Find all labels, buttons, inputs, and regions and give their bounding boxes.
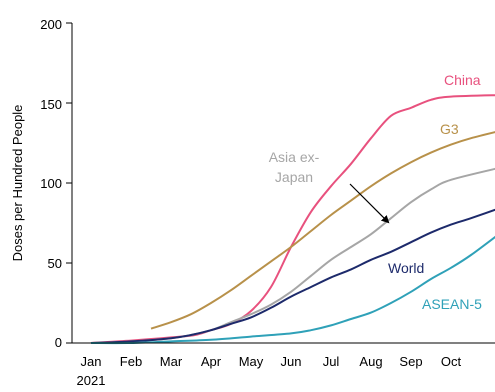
x-tick-label: Jun bbox=[281, 354, 302, 369]
asean-5-label: ASEAN-5 bbox=[422, 296, 482, 312]
x-tick-label: Apr bbox=[201, 354, 222, 369]
series-line-world bbox=[90, 208, 495, 344]
x-year-label: 2021 bbox=[77, 373, 106, 388]
china-label: China bbox=[444, 72, 481, 88]
x-tick-label: Mar bbox=[160, 354, 183, 369]
x-tick-label: Jul bbox=[323, 354, 340, 369]
y-tick-label: 200 bbox=[40, 17, 62, 32]
series-line-asia-ex-japan bbox=[90, 167, 495, 344]
asia-ex-japan-arrow bbox=[349, 183, 390, 224]
y-tick-marks bbox=[66, 22, 72, 344]
y-tick-label: 0 bbox=[55, 335, 62, 350]
x-tick-label: Feb bbox=[120, 354, 142, 369]
x-tick-labels: Jan Feb Mar Apr May Jun Jul Aug Sep Oct … bbox=[77, 354, 462, 388]
series-line-asean-5 bbox=[90, 235, 495, 345]
series-lines bbox=[90, 94, 495, 345]
x-tick-label: Oct bbox=[441, 354, 462, 369]
x-tick-label: Aug bbox=[359, 354, 382, 369]
y-tick-label: 150 bbox=[40, 97, 62, 112]
asia-ex-japan-label-line2: Japan bbox=[275, 169, 313, 185]
x-tick-label: May bbox=[239, 354, 264, 369]
y-tick-label: 100 bbox=[40, 176, 62, 191]
y-axis-label: Doses per Hundred People bbox=[10, 105, 25, 262]
x-tick-label: Sep bbox=[399, 354, 422, 369]
series-annotations: China G3 Asia ex- Japan World ASEAN-5 bbox=[269, 72, 482, 312]
y-tick-label: 50 bbox=[48, 256, 62, 271]
series-line-g3 bbox=[150, 131, 495, 330]
y-tick-labels: 0 50 100 150 200 bbox=[40, 17, 62, 350]
g3-label: G3 bbox=[440, 121, 459, 137]
world-label: World bbox=[388, 260, 424, 276]
x-tick-label: Jan bbox=[81, 354, 102, 369]
asia-ex-japan-label-line1: Asia ex- bbox=[269, 149, 320, 165]
